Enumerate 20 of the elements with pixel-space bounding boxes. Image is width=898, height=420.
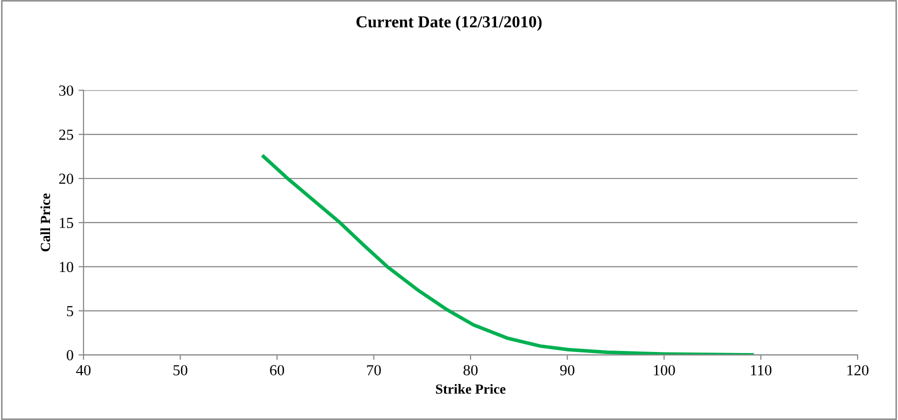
x-tick-label: 90 bbox=[560, 365, 574, 376]
x-tick-label: 50 bbox=[174, 365, 188, 376]
y-tick-label: 15 bbox=[60, 218, 74, 228]
chart-title: Current Date (12/31/2010) bbox=[356, 16, 542, 31]
x-tick-label: 100 bbox=[654, 365, 675, 376]
y-tick-label: 25 bbox=[59, 130, 74, 140]
y-tick-label: 5 bbox=[67, 306, 74, 316]
x-tick-label: 60 bbox=[270, 365, 284, 376]
x-tick-label: 120 bbox=[847, 365, 868, 376]
x-axis-title: Strike Price bbox=[436, 384, 506, 394]
y-tick-label: 30 bbox=[59, 85, 74, 96]
y-tick-label: 10 bbox=[60, 262, 74, 272]
line-series bbox=[262, 154, 754, 355]
x-tick-label: 70 bbox=[367, 365, 381, 376]
y-axis-title: Call Price bbox=[40, 193, 50, 252]
x-tick-label: 110 bbox=[751, 365, 772, 376]
y-tick-label: 0 bbox=[66, 350, 74, 360]
x-tick-label: 40 bbox=[76, 365, 91, 376]
y-tick-label: 20 bbox=[59, 174, 74, 184]
x-tick-label: 80 bbox=[463, 365, 478, 376]
